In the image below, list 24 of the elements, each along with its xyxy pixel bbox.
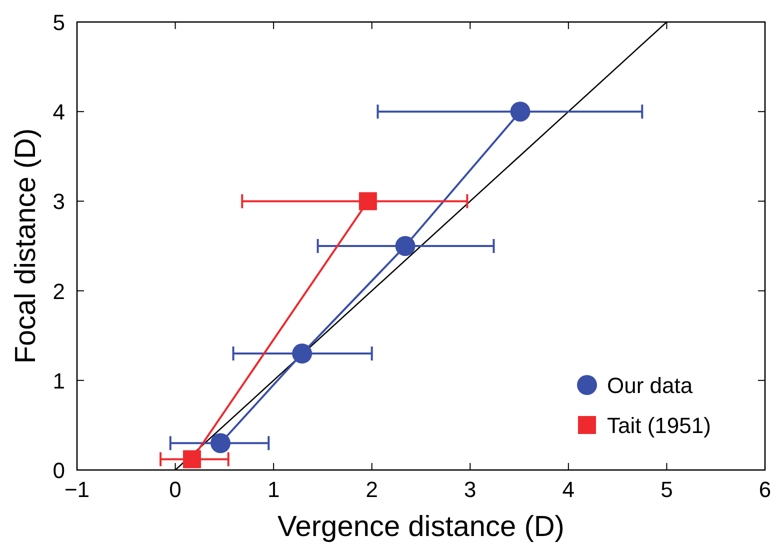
point	[182, 450, 201, 468]
x-tick-label: 5	[660, 477, 673, 502]
point	[395, 236, 416, 256]
x-tick-label: 1	[267, 477, 280, 502]
y-tick-label: 0	[52, 458, 65, 483]
x-tick-label: 4	[562, 477, 575, 502]
x-tick-label: −1	[64, 477, 90, 502]
y-tick-label: 4	[52, 100, 65, 125]
x-tick-label: 6	[758, 477, 772, 502]
x-axis-title: Vergence distance (D)	[278, 511, 564, 543]
x-tick-label: 3	[464, 477, 476, 502]
y-tick-label: 1	[52, 368, 65, 394]
y-tick-label: 3	[52, 189, 65, 214]
point	[510, 102, 530, 122]
y-axis-title: Focal distance (D)	[10, 128, 42, 364]
legend-label: Our data	[607, 373, 694, 398]
y-tick-label: 5	[52, 10, 65, 35]
point	[210, 433, 230, 454]
point	[292, 344, 312, 364]
y-tick-label: 2	[52, 278, 65, 304]
x-tick-label: 0	[169, 477, 182, 502]
point	[358, 192, 377, 210]
x-tick-label: 2	[366, 477, 378, 502]
legend-label: Tait (1951)	[607, 413, 711, 438]
